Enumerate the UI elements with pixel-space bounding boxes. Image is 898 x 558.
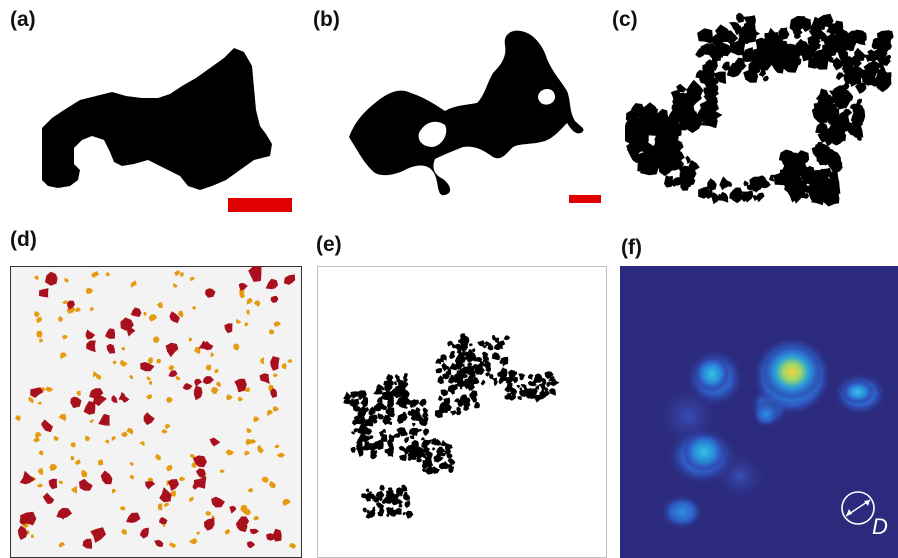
particles-small	[15, 270, 297, 549]
panel-b-image	[349, 30, 601, 203]
panel-label-b: (b)	[313, 8, 340, 31]
aggregate-e	[343, 333, 560, 519]
panel-e-image	[317, 266, 607, 558]
panel-d	[10, 266, 302, 558]
heatmap-density	[652, 336, 888, 530]
diameter-indicator	[841, 491, 875, 525]
aggregate-c	[625, 12, 894, 207]
panel-label-e: (e)	[316, 233, 342, 256]
particles-large	[17, 266, 296, 549]
panel-d-image	[10, 266, 302, 558]
particle-shape-a	[42, 48, 272, 190]
panel-label-c: (c)	[612, 8, 638, 31]
scale-bar-a	[228, 198, 292, 212]
diameter-label: D	[872, 514, 888, 539]
panel-e	[317, 266, 607, 558]
panel-label-a: (a)	[10, 8, 36, 31]
panel-c-image	[625, 12, 894, 207]
panel-b	[335, 25, 615, 215]
panel-a	[30, 40, 300, 220]
panel-a-image	[42, 48, 292, 212]
panel-f-image: D	[620, 266, 898, 558]
panel-label-d: (d)	[10, 228, 37, 251]
scale-bar-b	[569, 195, 601, 203]
panel-c	[625, 8, 898, 223]
panel-f: D	[620, 266, 898, 558]
panel-label-f: (f)	[621, 236, 642, 259]
particle-shape-b	[349, 30, 584, 196]
